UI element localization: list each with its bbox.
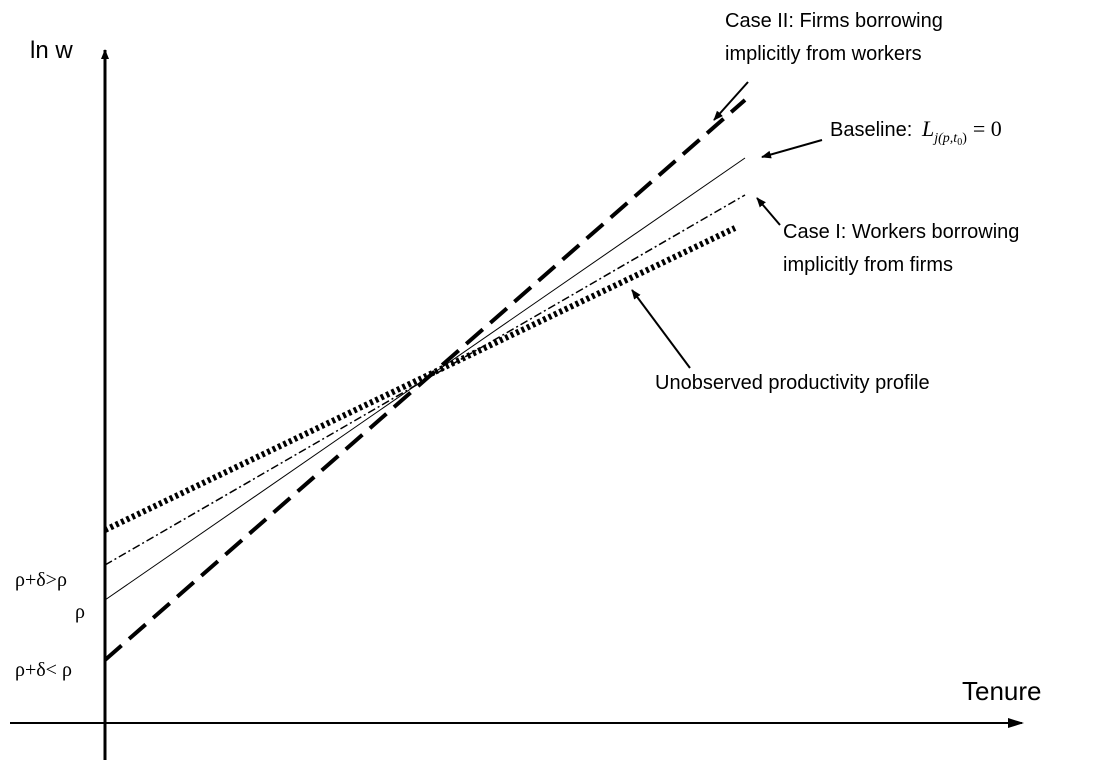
- equation: Lj(p,t0) = 0: [921, 116, 1002, 148]
- equation-rhs: = 0: [973, 116, 1002, 141]
- y-axis-label: ln w: [30, 37, 73, 64]
- equation-subscript: 0: [957, 137, 962, 148]
- annotation: Unobserved productivity profile: [655, 372, 930, 394]
- intercept-label: ρ+δ>ρ: [15, 569, 67, 591]
- annotation: implicitly from workers: [725, 43, 922, 65]
- pointer-arrow: [713, 81, 749, 121]
- annotation: Case II: Firms borrowing: [725, 10, 943, 32]
- pointer-arrow: [761, 139, 823, 159]
- pointer-arrow: [631, 289, 691, 369]
- annotation: Baseline:: [830, 119, 912, 141]
- equation-symbol: L: [921, 116, 934, 141]
- intercept-label: ρ+δ< ρ: [15, 659, 72, 681]
- equation-subscript: ): [962, 131, 967, 146]
- case1-line: [104, 194, 746, 566]
- pointer-arrow: [756, 197, 781, 226]
- annotation: implicitly from firms: [783, 254, 953, 276]
- productivity-line: [103, 225, 737, 533]
- annotation: Case I: Workers borrowing: [783, 221, 1019, 243]
- equation-subscript: j(p,t: [932, 131, 958, 146]
- baseline-line: [104, 157, 746, 601]
- x-axis-label: Tenure: [962, 676, 1042, 706]
- intercept-label: ρ: [75, 601, 85, 623]
